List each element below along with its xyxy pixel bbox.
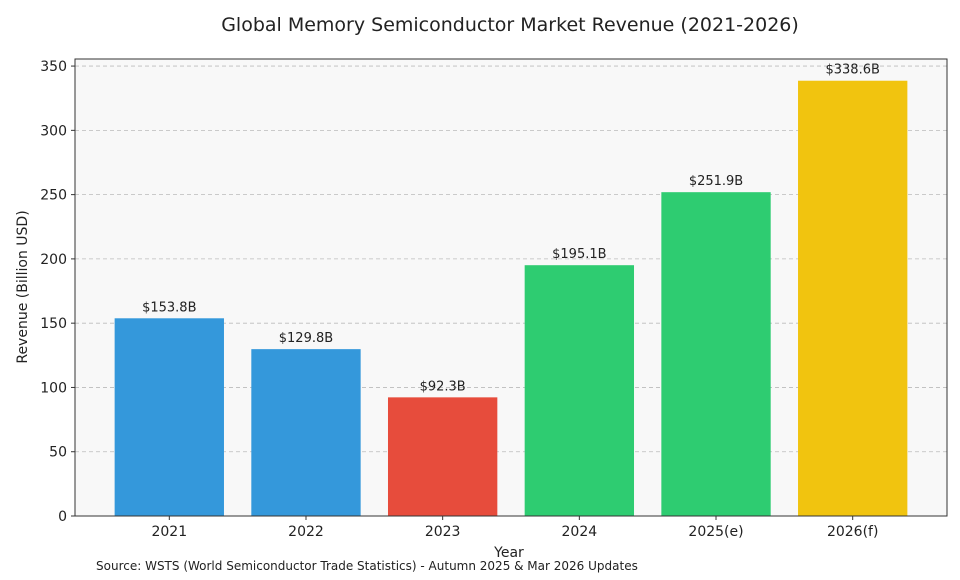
data-label: $338.6B [825,63,879,78]
y-tick-label: 350 [40,59,67,75]
x-axis-label: Year [493,545,524,561]
y-tick-label: 50 [49,445,67,461]
x-tick-label: 2021 [151,524,187,540]
data-label: $129.8B [279,331,333,346]
y-axis-ticks: 0 50 100 150 200 250 300 350 [40,59,75,525]
bar-2024 [524,265,635,516]
x-tick-label: 2024 [562,524,598,540]
y-tick-label: 200 [40,252,67,268]
bar-2023 [387,397,498,516]
source-note: Source: WSTS (World Semiconductor Trade … [96,559,638,573]
x-tick-label: 2026(f) [827,524,878,540]
bar-2021 [114,318,224,516]
bars [114,80,908,517]
data-label: $195.1B [552,247,606,262]
bar-2022 [251,349,361,516]
y-tick-label: 150 [40,316,67,332]
data-labels: $153.8B $129.8B $92.3B $195.1B $251.9B $338.6… [142,63,880,395]
data-label: $153.8B [142,300,196,315]
data-label: $92.3B [420,379,466,394]
plot-frame [74,58,948,517]
gridlines [75,65,947,453]
bar-2025(e) [661,192,771,516]
y-tick-label: 0 [58,509,67,525]
y-tick-label: 100 [40,380,67,396]
data-label: $251.9B [689,174,743,189]
x-axis-ticks: 2021 2022 2023 2024 2025(e) 2026(f) [151,516,878,540]
y-axis-label: Revenue (Billion USD) [15,210,31,363]
y-tick-label: 250 [40,188,67,204]
x-tick-label: 2023 [425,524,461,540]
bar-2026(f) [798,80,908,517]
y-tick-label: 300 [40,123,67,139]
x-tick-label: 2022 [288,524,324,540]
chart-title: Global Memory Semiconductor Market Reven… [221,14,799,36]
x-tick-label: 2025(e) [688,524,743,540]
